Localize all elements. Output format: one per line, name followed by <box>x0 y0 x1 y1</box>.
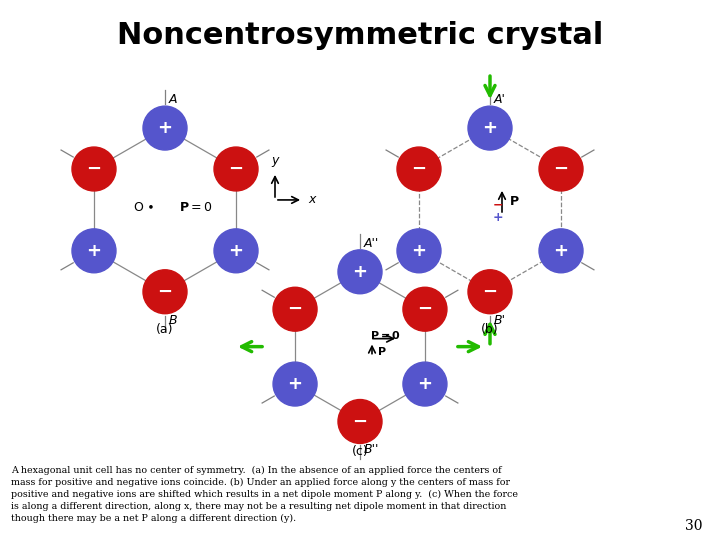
Text: −: − <box>482 283 498 301</box>
Text: +: + <box>228 242 243 260</box>
Text: −: − <box>158 283 173 301</box>
Text: $\mathbf{P=0}$: $\mathbf{P=0}$ <box>370 329 401 341</box>
Circle shape <box>468 106 512 150</box>
Text: $\mathbf{P} = 0$: $\mathbf{P} = 0$ <box>179 201 212 214</box>
Text: B'': B'' <box>364 443 379 456</box>
Circle shape <box>143 106 187 150</box>
Circle shape <box>273 362 317 406</box>
Circle shape <box>338 400 382 443</box>
Text: 30: 30 <box>685 519 702 533</box>
Text: O $\bullet$: O $\bullet$ <box>133 201 155 214</box>
Circle shape <box>72 229 116 273</box>
Text: +: + <box>353 263 367 281</box>
Text: +: + <box>158 119 173 137</box>
Text: +: + <box>287 375 302 393</box>
Circle shape <box>539 147 583 191</box>
Text: Noncentrosymmetric crystal: Noncentrosymmetric crystal <box>117 21 603 50</box>
Text: (b): (b) <box>481 323 499 336</box>
Circle shape <box>214 229 258 273</box>
Circle shape <box>403 362 447 406</box>
Circle shape <box>403 287 447 331</box>
Text: −: − <box>86 160 102 178</box>
Circle shape <box>273 287 317 331</box>
Text: B: B <box>169 314 178 327</box>
Text: A'': A'' <box>364 237 379 250</box>
Circle shape <box>539 229 583 273</box>
Text: A hexagonal unit cell has no center of symmetry.  (a) In the absence of an appli: A hexagonal unit cell has no center of s… <box>11 466 518 523</box>
Text: (a): (a) <box>156 323 174 336</box>
Text: +: + <box>418 375 433 393</box>
Circle shape <box>214 147 258 191</box>
Circle shape <box>72 147 116 191</box>
Text: −: − <box>228 160 243 178</box>
Circle shape <box>397 147 441 191</box>
Text: −: − <box>411 160 426 178</box>
Circle shape <box>143 270 187 314</box>
Text: +: + <box>554 242 569 260</box>
Circle shape <box>397 229 441 273</box>
Text: −: − <box>352 413 368 430</box>
Text: +: + <box>86 242 102 260</box>
Text: +: + <box>482 119 498 137</box>
Circle shape <box>338 250 382 294</box>
Text: x: x <box>308 193 315 206</box>
Text: B': B' <box>494 314 506 327</box>
Text: A: A <box>169 93 178 106</box>
Circle shape <box>468 270 512 314</box>
Text: −: − <box>492 198 503 212</box>
Text: y: y <box>271 154 279 167</box>
Text: P: P <box>510 195 519 208</box>
Text: −: − <box>554 160 569 178</box>
Text: +: + <box>492 211 503 225</box>
Text: (c): (c) <box>351 445 369 458</box>
Text: P: P <box>378 347 386 356</box>
Text: −: − <box>287 300 302 318</box>
Text: A': A' <box>494 93 506 106</box>
Text: −: − <box>418 300 433 318</box>
Text: +: + <box>412 242 426 260</box>
